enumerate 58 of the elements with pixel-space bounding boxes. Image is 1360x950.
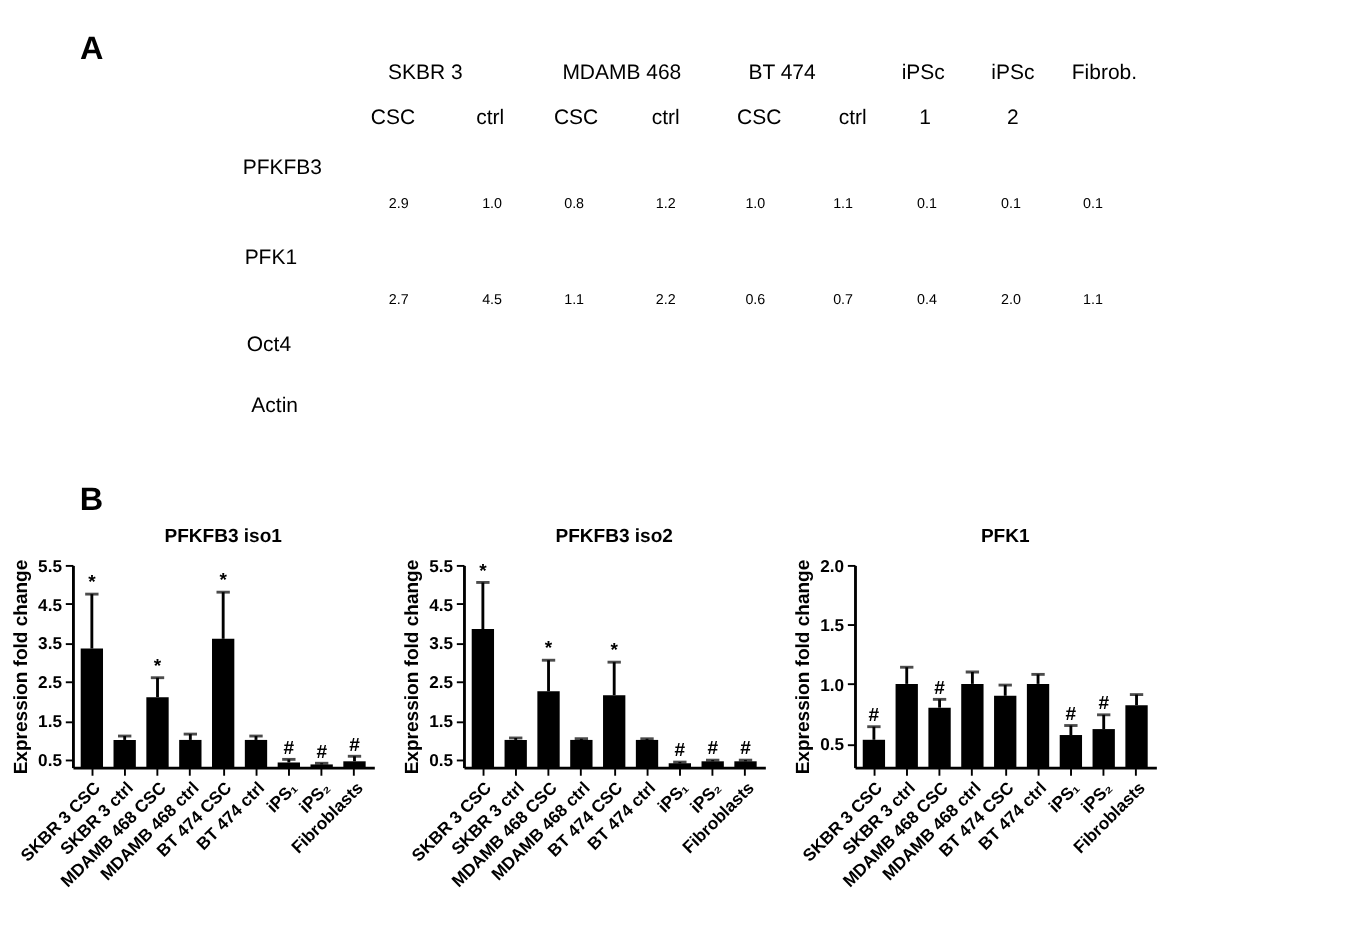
annotation: # [934, 677, 947, 700]
y-axis-title: Expression fold change [401, 559, 424, 775]
y-tick-label: 3.5 [38, 633, 63, 654]
chart-title: PFKFB3 iso2 [555, 526, 673, 549]
text: iPSc [991, 62, 1035, 85]
text: B [79, 481, 104, 518]
y-tick-label: 2.0 [820, 555, 845, 576]
y-tick-label: 2.5 [38, 672, 63, 693]
y-tick-label: 3.5 [429, 633, 454, 654]
text: ctrl [838, 108, 867, 131]
y-tick-label: 0.5 [820, 734, 845, 755]
annotation: * [219, 570, 228, 593]
y-axis-title: Expression fold change [792, 559, 815, 775]
annotation: # [316, 741, 329, 764]
text: Fibrob. [1071, 62, 1138, 85]
chart-title: PFKFB3 iso1 [164, 526, 284, 549]
text: 1 [919, 108, 932, 131]
y-tick-label: 0.5 [429, 750, 454, 771]
annotation: # [283, 737, 296, 760]
text: A [80, 31, 105, 68]
text: BT 474 [748, 62, 816, 85]
annotation: # [674, 740, 687, 763]
chart-title: PFK1 [980, 526, 1031, 549]
text: CSC [370, 108, 416, 131]
text: Oct4 [246, 335, 292, 358]
annotation: # [1065, 703, 1078, 726]
y-axis-title: Expression fold change [10, 559, 33, 775]
annotation: # [1098, 693, 1111, 716]
text: MDAMB 468 [562, 62, 682, 85]
text: Actin [251, 396, 299, 419]
y-tick-label: 2.5 [429, 672, 454, 693]
y-tick-label: 0.5 [38, 750, 63, 771]
y-tick-label: 5.5 [38, 555, 63, 576]
y-tick-label: 4.5 [38, 594, 63, 615]
y-tick-label: 1.0 [820, 674, 845, 695]
annotation: * [88, 572, 97, 595]
annotation: # [707, 738, 720, 761]
text: ctrl [651, 108, 680, 131]
annotation: * [544, 638, 553, 661]
y-tick-label: 1.5 [38, 711, 63, 732]
y-tick-label: 1.5 [429, 711, 454, 732]
text: SKBR 3 [388, 62, 463, 85]
text: 2 [1007, 108, 1019, 131]
y-tick-label: 5.5 [429, 555, 454, 576]
annotation: # [349, 734, 362, 757]
text: PFKFB3 [242, 157, 323, 180]
annotation: # [868, 704, 881, 727]
text: PFK1 [244, 247, 298, 270]
annotation: * [479, 560, 488, 583]
text: iPSc [901, 62, 945, 85]
annotation: * [610, 640, 619, 663]
y-tick-label: 1.5 [820, 615, 845, 636]
annotation: * [153, 655, 162, 678]
annotation: # [740, 738, 753, 761]
text: CSC [737, 108, 783, 131]
y-tick-label: 4.5 [429, 594, 454, 615]
text: ctrl [476, 108, 505, 131]
text: CSC [553, 108, 600, 131]
